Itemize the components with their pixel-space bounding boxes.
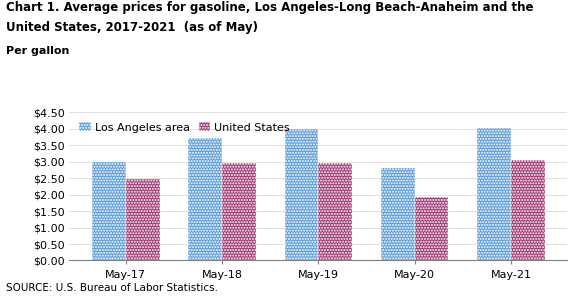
- Text: Chart 1. Average prices for gasoline, Los Angeles-Long Beach-Anaheim and the: Chart 1. Average prices for gasoline, Lo…: [6, 1, 533, 15]
- Bar: [511, 160, 545, 260]
- Bar: [415, 197, 449, 260]
- Bar: [381, 168, 415, 260]
- Bar: [285, 129, 318, 260]
- Text: Per gallon: Per gallon: [6, 46, 69, 56]
- Bar: [188, 138, 222, 260]
- Bar: [318, 163, 352, 260]
- Text: United States, 2017-2021  (as of May): United States, 2017-2021 (as of May): [6, 21, 258, 34]
- Bar: [222, 163, 256, 260]
- Text: SOURCE: U.S. Bureau of Labor Statistics.: SOURCE: U.S. Bureau of Labor Statistics.: [6, 283, 218, 293]
- Legend: Los Angeles area, United States: Los Angeles area, United States: [75, 118, 295, 137]
- Bar: [477, 128, 511, 260]
- Bar: [92, 162, 126, 260]
- Bar: [126, 179, 160, 260]
